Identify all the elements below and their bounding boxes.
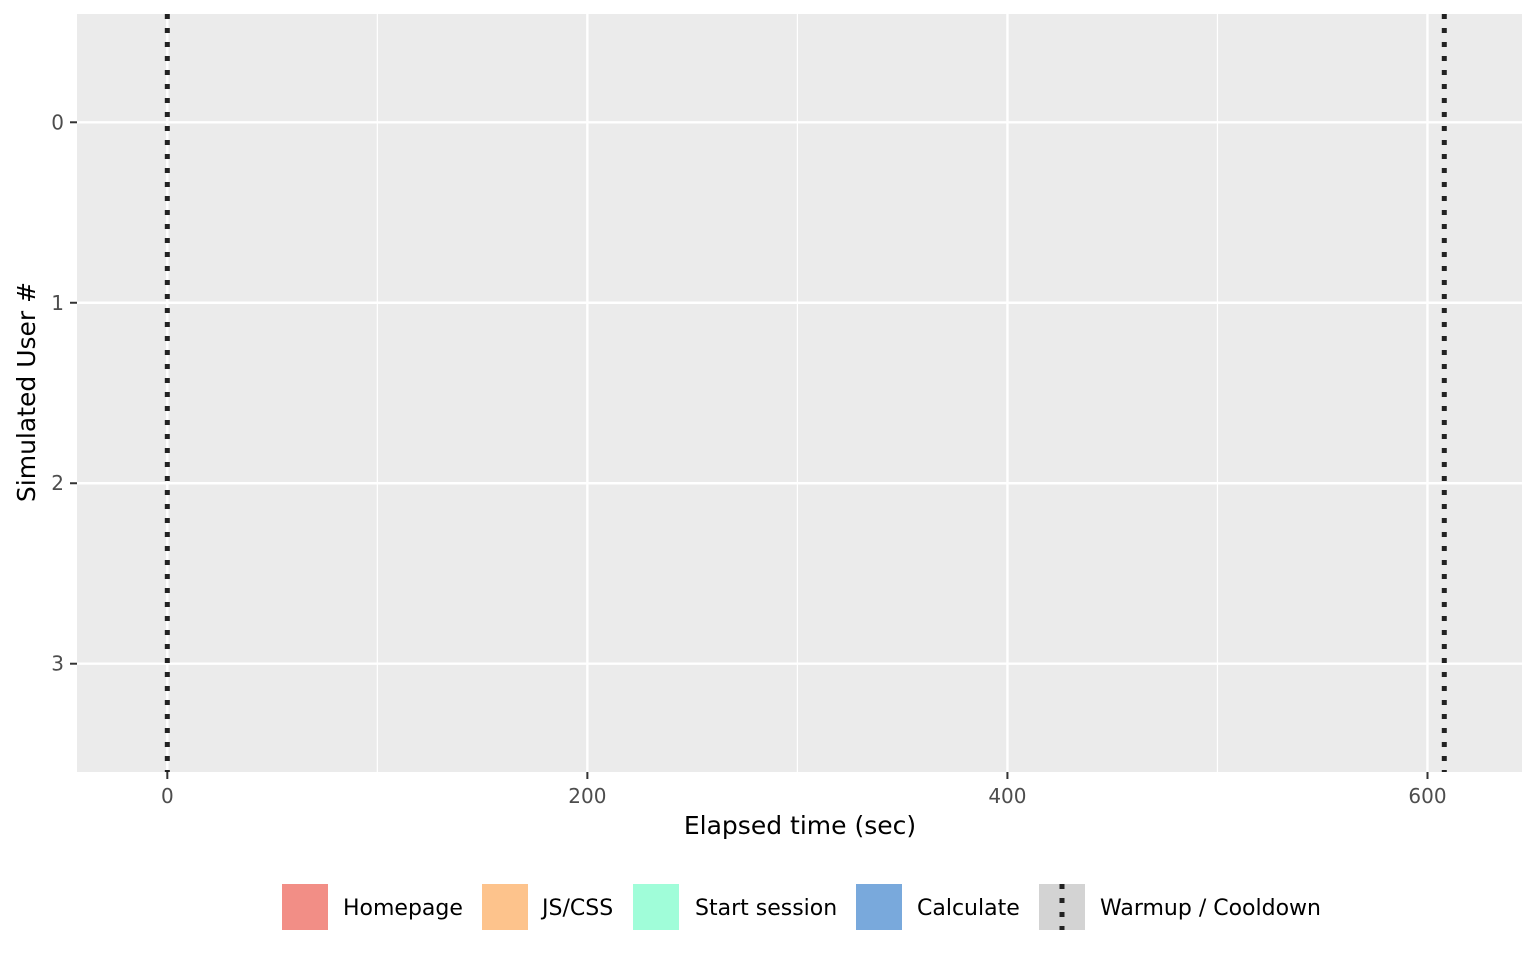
legend-label: Homepage <box>343 896 463 921</box>
legend-key-calculate <box>856 884 902 930</box>
legend-key-homepage <box>282 884 328 930</box>
x-axis: 0 200 400 600 <box>161 772 1447 808</box>
reference-lines <box>164 14 1447 772</box>
y-tick-label: 0 <box>51 110 64 134</box>
y-tick-label: 3 <box>51 652 64 676</box>
y-tick-label: 2 <box>51 471 64 495</box>
legend-key-js-css <box>482 884 528 930</box>
x-tick-label: 400 <box>988 784 1026 808</box>
legend-label: Start session <box>695 896 837 921</box>
legend: Homepage JS/CSS Start session Calculate Warm… <box>282 884 1321 930</box>
legend-label: JS/CSS <box>540 896 613 921</box>
x-tick-label: 600 <box>1408 784 1446 808</box>
x-axis-title: Elapsed time (sec) <box>684 811 916 840</box>
legend-label: Calculate <box>917 896 1020 921</box>
x-tick-label: 200 <box>568 784 606 808</box>
legend-key-start-session <box>633 884 679 930</box>
legend-label: Warmup / Cooldown <box>1100 896 1321 921</box>
x-tick-label: 0 <box>161 784 174 808</box>
y-axis: 0 1 2 3 <box>51 110 77 676</box>
minor-gridlines <box>376 14 1219 772</box>
legend-key-warmup-cooldown <box>1039 884 1085 930</box>
y-axis-title: Simulated User # <box>12 282 41 502</box>
y-tick-label: 1 <box>51 291 64 315</box>
plot-panel <box>77 14 1522 772</box>
